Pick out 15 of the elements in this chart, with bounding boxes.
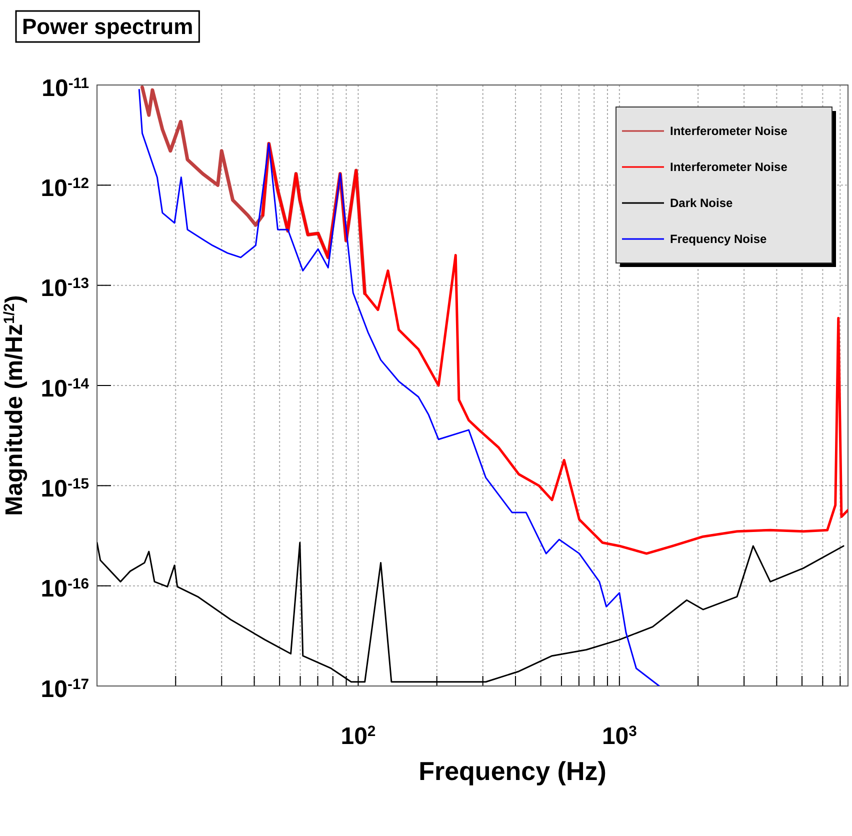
legend-label: Interferometer Noise bbox=[670, 160, 788, 174]
legend-label: Frequency Noise bbox=[670, 232, 768, 246]
y-tick-label: 10$^{-11}$ bbox=[42, 74, 89, 102]
chart-title: Power spectrum bbox=[22, 14, 194, 39]
y-tick-label: 10$^{-12}$ bbox=[40, 174, 89, 202]
x-tick-label: 10$^{3}$ bbox=[602, 723, 637, 750]
y-tick-label: 10$^{-13}$ bbox=[40, 275, 89, 302]
y-tick-label: 10$^{-16}$ bbox=[40, 576, 89, 603]
y-tick-label: 10$^{-14}$ bbox=[40, 375, 90, 402]
legend-label: Interferometer Noise bbox=[670, 124, 788, 138]
y-tick-label: 10$^{-17}$ bbox=[40, 676, 89, 703]
legend-label: Dark Noise bbox=[670, 196, 734, 210]
x-tick-label: 10$^{2}$ bbox=[340, 723, 376, 750]
x-axis-title: Frequency (Hz) bbox=[418, 756, 606, 786]
y-tick-label: 10$^{-15}$ bbox=[40, 475, 89, 502]
